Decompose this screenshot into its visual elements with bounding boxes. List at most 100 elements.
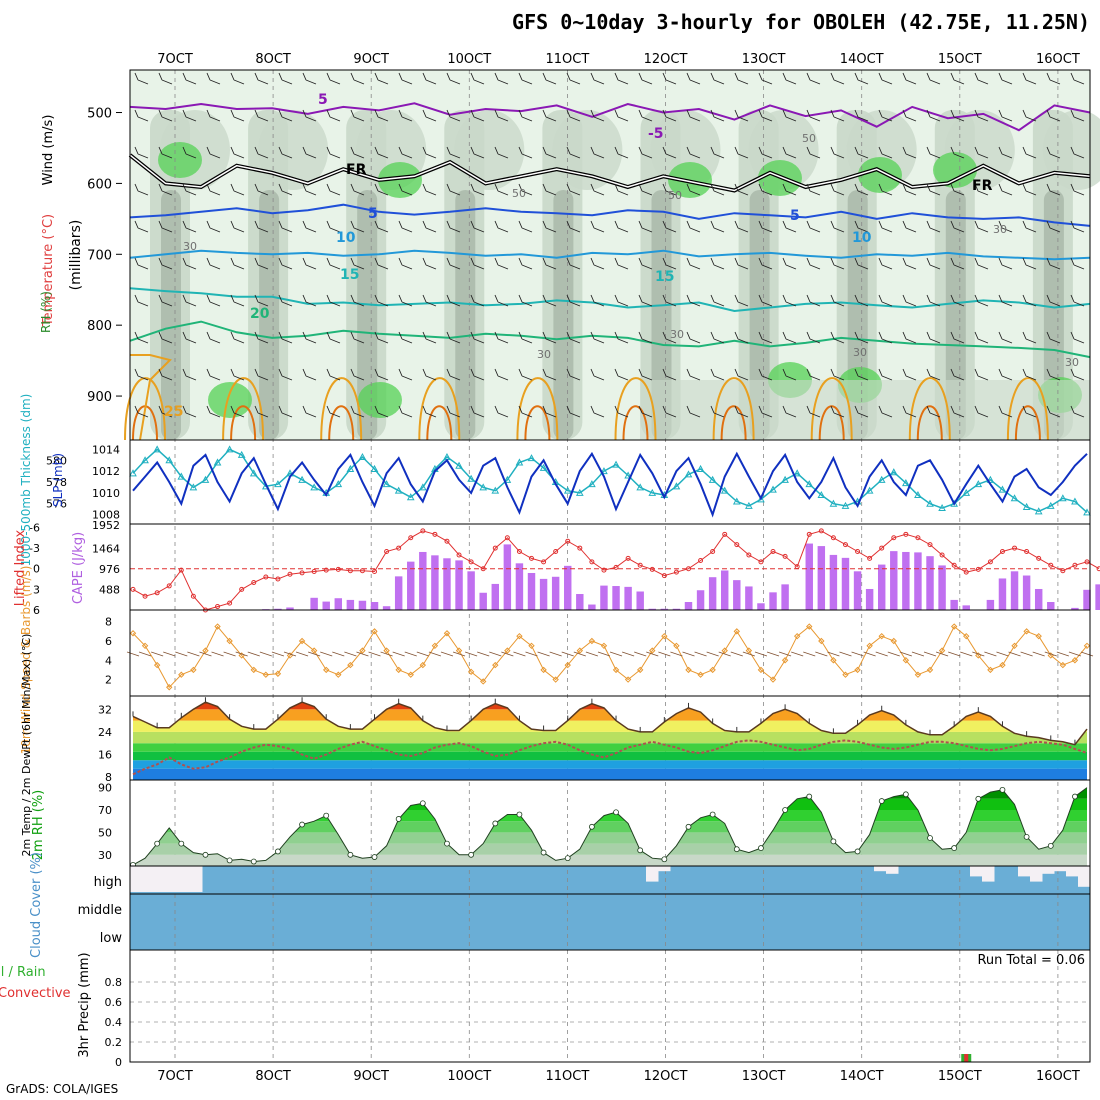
- rh2m-point: [299, 821, 305, 828]
- wind10m-point: [178, 671, 185, 678]
- wind-barb: [590, 146, 605, 159]
- wind10m-point: [781, 657, 789, 664]
- isotherm-label: 10: [852, 230, 872, 246]
- wind10m-barb: [295, 651, 309, 657]
- li-point: [915, 535, 921, 541]
- wind-barb: [830, 220, 845, 233]
- rh-moist-cell: [208, 382, 252, 418]
- wind10m-barb: [972, 651, 985, 657]
- thickness-point: [382, 480, 391, 488]
- wind-barb: [758, 405, 773, 418]
- precip-tick-label: 0.6: [105, 996, 123, 1009]
- wind-barb: [902, 146, 917, 159]
- wind-barb: [998, 368, 1013, 381]
- thickness-point: [394, 486, 403, 494]
- li-point: [541, 559, 547, 565]
- thickness-point: [515, 458, 524, 466]
- wind-barb: [854, 146, 869, 159]
- rh-band-core: [357, 190, 378, 440]
- isotherm-25-left: [130, 354, 172, 441]
- cape-bar: [986, 599, 995, 610]
- rh2m-point: [782, 807, 789, 813]
- thickness-point: [841, 501, 850, 509]
- thickness-point: [189, 483, 198, 491]
- wind10m-barb: [175, 651, 188, 657]
- wind-barb: [206, 183, 221, 196]
- cloud-panel-bg: [130, 866, 1090, 950]
- thickness-point: [129, 469, 137, 477]
- isotherm-label: 25: [164, 404, 183, 420]
- wind-barb: [422, 72, 437, 85]
- wind-barb: [638, 331, 653, 344]
- wind-barb: [566, 183, 581, 196]
- wind-barb: [182, 146, 197, 159]
- wind-barb: [446, 368, 461, 381]
- date-label-bottom: 12OCT: [644, 1069, 688, 1084]
- cape-bar: [1034, 588, 1043, 610]
- wind10m-barb: [646, 651, 659, 657]
- wind10m-point: [636, 666, 644, 674]
- wind-barb: [398, 257, 413, 270]
- wind-barb: [830, 294, 845, 307]
- wind-barb: [710, 109, 725, 122]
- rh-contour-label: 30: [853, 346, 867, 359]
- cape-label: CAPE (J/kg): [71, 532, 86, 604]
- rh2m-tick-label: 50: [98, 826, 112, 839]
- wind10m-point: [999, 661, 1006, 669]
- wind10m-barb: [1044, 651, 1057, 657]
- li-point: [239, 586, 245, 592]
- wind-barb: [782, 294, 797, 307]
- wind-barb: [134, 257, 149, 270]
- wind-barb: [830, 331, 845, 344]
- rh2m-color-band: [133, 810, 1087, 822]
- wind-barb: [230, 331, 245, 344]
- thickness-point: [1010, 494, 1019, 502]
- thickness-point: [914, 490, 922, 499]
- li-point: [215, 604, 221, 610]
- wind-barb: [830, 405, 845, 418]
- cape-bar: [431, 555, 439, 610]
- isotherm-freezing-inner: [129, 154, 1091, 192]
- wind10m-barb: [126, 651, 140, 657]
- thickness-point: [539, 463, 548, 471]
- wind-barb: [158, 220, 173, 233]
- li-point: [468, 559, 474, 565]
- wind-barb: [686, 294, 701, 307]
- wind-barb: [182, 72, 197, 85]
- cape-bar: [1022, 575, 1031, 610]
- rh-band-core: [259, 190, 280, 440]
- wind-barb: [230, 220, 245, 233]
- cape-top-tick-label: 1952: [92, 519, 120, 532]
- wind-barb: [1022, 72, 1037, 85]
- wind-barb: [134, 220, 149, 233]
- wind-barb: [494, 405, 509, 418]
- wind-barb: [422, 146, 437, 159]
- wind-barb: [734, 368, 749, 381]
- cape-bar: [962, 605, 970, 610]
- wind-barb: [374, 405, 389, 418]
- wind10m-barb: [356, 651, 369, 657]
- wind-barb: [518, 368, 533, 381]
- wind-barb: [662, 183, 677, 196]
- cape-bar: [926, 556, 934, 610]
- wind-barb: [326, 405, 341, 418]
- wind-barb: [1022, 220, 1037, 233]
- wind-barb: [950, 257, 965, 270]
- wind-barb: [470, 294, 485, 307]
- li-point: [613, 564, 619, 570]
- isotherm-25-loop: [712, 377, 755, 441]
- isotherm-30-loop: [230, 405, 257, 441]
- cape-bar: [1095, 584, 1100, 610]
- wind-barb: [470, 331, 485, 344]
- isotherm-30-loop: [622, 405, 649, 441]
- wind-barb: [302, 72, 317, 85]
- wind-barb: [374, 146, 389, 159]
- upper-wind-label: Wind (m/s): [41, 115, 56, 186]
- date-label-bottom: 8OCT: [255, 1069, 291, 1084]
- wind10m-barb: [694, 651, 707, 657]
- wind10m-barb: [537, 651, 550, 657]
- wind10m-point: [492, 661, 499, 669]
- wind-barb: [278, 257, 293, 270]
- wind-barb: [134, 72, 149, 85]
- wind-barb: [974, 405, 989, 418]
